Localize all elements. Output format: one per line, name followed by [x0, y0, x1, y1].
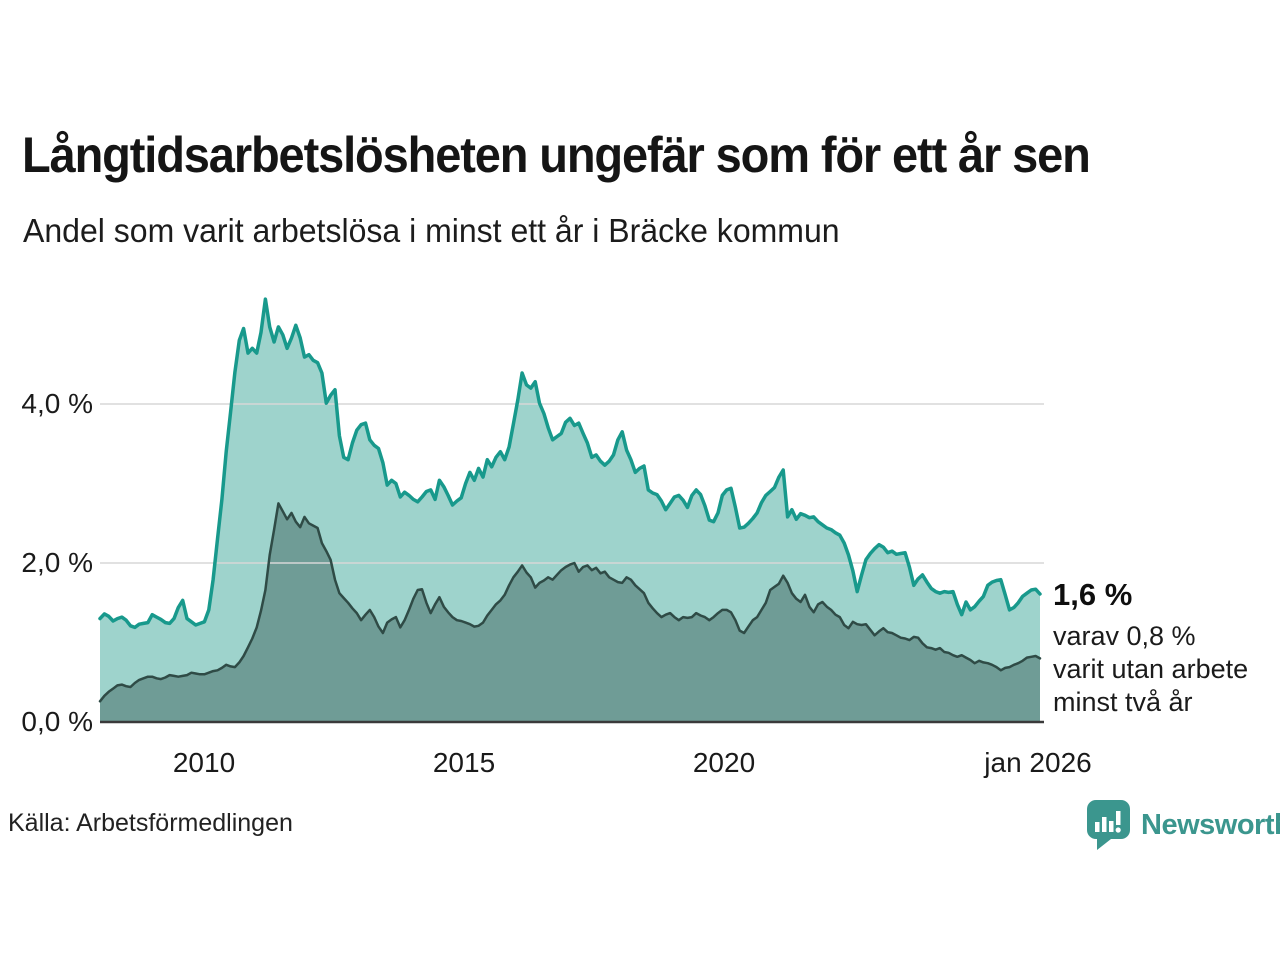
y-tick-2: 2,0 % [21, 547, 93, 578]
bar-3 [1109, 821, 1114, 832]
series-strokes [98, 297, 1042, 703]
x-tick-2010: 2010 [172, 747, 236, 778]
newsworthy-wordmark: Newsworthy [1141, 808, 1280, 841]
x-tick-2020: 2020 [692, 747, 756, 778]
series-line-minst-ett-ar [98, 297, 1042, 630]
series-line-minst-tva-ar [98, 502, 1042, 703]
newsworthy-logo: Newsworthy [1086, 799, 1280, 851]
chart-title: Långtidsarbetslösheten ungefär som för e… [22, 127, 1091, 183]
y-tick-4: 4,0 % [21, 388, 93, 419]
bar-2 [1102, 817, 1107, 832]
annotation-line-3: minst två år [1053, 687, 1193, 717]
chart-subtitle: Andel som varit arbetslösa i minst ett å… [23, 212, 840, 249]
annotation-line-2: varit utan arbete [1053, 654, 1249, 684]
latest-value-label: 1,6 % [1053, 577, 1133, 612]
annotation-description: varav 0,8 % varit utan arbete minst två … [1053, 620, 1248, 719]
area-fill-minst-tva-ar [100, 503, 1040, 722]
exclamation-dot [1115, 827, 1121, 833]
x-tick-2015: 2015 [432, 747, 496, 778]
x-tick-jan-2026: jan 2026 [984, 747, 1092, 778]
bar-1 [1095, 822, 1100, 832]
bubble-shape [1087, 800, 1130, 850]
source-credit: Källa: Arbetsförmedlingen [8, 809, 293, 837]
annotation-line-1: varav 0,8 % [1053, 621, 1196, 651]
exclamation-bar [1116, 811, 1121, 825]
newsworthy-bubble-icon [1087, 800, 1130, 850]
y-tick-0: 0,0 % [21, 706, 93, 737]
